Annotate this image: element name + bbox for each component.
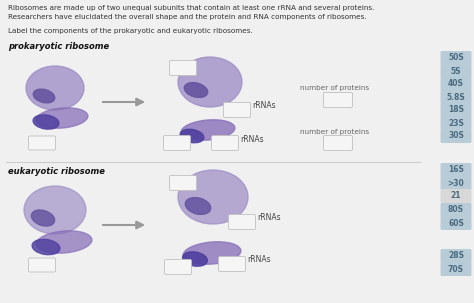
FancyBboxPatch shape <box>323 135 353 151</box>
FancyBboxPatch shape <box>440 189 472 203</box>
Ellipse shape <box>180 129 204 143</box>
FancyBboxPatch shape <box>440 103 472 117</box>
Text: 40S: 40S <box>448 79 464 88</box>
FancyBboxPatch shape <box>211 135 238 151</box>
Text: eukaryotic ribosome: eukaryotic ribosome <box>8 167 105 176</box>
Ellipse shape <box>183 242 241 264</box>
Ellipse shape <box>36 108 88 128</box>
FancyBboxPatch shape <box>440 64 472 78</box>
Text: 16S: 16S <box>448 165 464 175</box>
Ellipse shape <box>178 57 242 107</box>
Text: 28S: 28S <box>448 251 464 261</box>
Text: rRNAs: rRNAs <box>257 214 281 222</box>
Ellipse shape <box>31 210 55 226</box>
Ellipse shape <box>32 239 60 255</box>
Ellipse shape <box>182 252 207 266</box>
Text: 5.8S: 5.8S <box>447 92 465 102</box>
Text: 21: 21 <box>451 191 461 201</box>
Text: 60S: 60S <box>448 218 464 228</box>
FancyBboxPatch shape <box>440 77 472 91</box>
FancyBboxPatch shape <box>440 249 472 263</box>
FancyBboxPatch shape <box>440 116 472 130</box>
FancyBboxPatch shape <box>170 61 197 75</box>
Text: 23S: 23S <box>448 118 464 128</box>
FancyBboxPatch shape <box>28 136 55 150</box>
Text: 30S: 30S <box>448 132 464 141</box>
FancyBboxPatch shape <box>440 262 472 276</box>
Text: Ribosomes are made up of two unequal subunits that contain at least one rRNA and: Ribosomes are made up of two unequal sub… <box>8 5 374 11</box>
Ellipse shape <box>184 82 208 98</box>
Ellipse shape <box>181 120 235 140</box>
FancyBboxPatch shape <box>440 176 472 190</box>
Ellipse shape <box>185 198 211 215</box>
Text: 5S: 5S <box>451 66 461 75</box>
FancyBboxPatch shape <box>219 257 246 271</box>
Text: >30: >30 <box>447 178 465 188</box>
Text: Label the components of the prokaryotic and eukaryotic ribosomes.: Label the components of the prokaryotic … <box>8 28 253 34</box>
Ellipse shape <box>178 170 248 224</box>
Text: number of proteins: number of proteins <box>300 129 369 135</box>
FancyBboxPatch shape <box>440 51 472 65</box>
FancyBboxPatch shape <box>228 215 255 229</box>
Text: rRNAs: rRNAs <box>240 135 264 144</box>
Text: rRNAs: rRNAs <box>252 102 275 111</box>
Ellipse shape <box>24 186 86 234</box>
Ellipse shape <box>26 66 84 110</box>
FancyBboxPatch shape <box>164 259 191 275</box>
FancyBboxPatch shape <box>28 258 55 272</box>
Text: 50S: 50S <box>448 54 464 62</box>
FancyBboxPatch shape <box>440 216 472 230</box>
Text: number of proteins: number of proteins <box>300 85 369 91</box>
Text: 70S: 70S <box>448 265 464 274</box>
Ellipse shape <box>33 89 55 103</box>
FancyBboxPatch shape <box>440 129 472 143</box>
FancyBboxPatch shape <box>440 203 472 217</box>
FancyBboxPatch shape <box>440 90 472 104</box>
Text: 18S: 18S <box>448 105 464 115</box>
Ellipse shape <box>36 231 92 253</box>
Ellipse shape <box>33 115 59 129</box>
FancyBboxPatch shape <box>224 102 250 118</box>
FancyBboxPatch shape <box>170 175 197 191</box>
Text: rRNAs: rRNAs <box>247 255 271 265</box>
FancyBboxPatch shape <box>164 135 191 151</box>
Text: 80S: 80S <box>448 205 464 215</box>
Text: prokaryotic ribosome: prokaryotic ribosome <box>8 42 109 51</box>
FancyBboxPatch shape <box>323 92 353 108</box>
Text: Researchers have elucidated the overall shape and the protein and RNA components: Researchers have elucidated the overall … <box>8 14 366 20</box>
FancyBboxPatch shape <box>440 163 472 177</box>
